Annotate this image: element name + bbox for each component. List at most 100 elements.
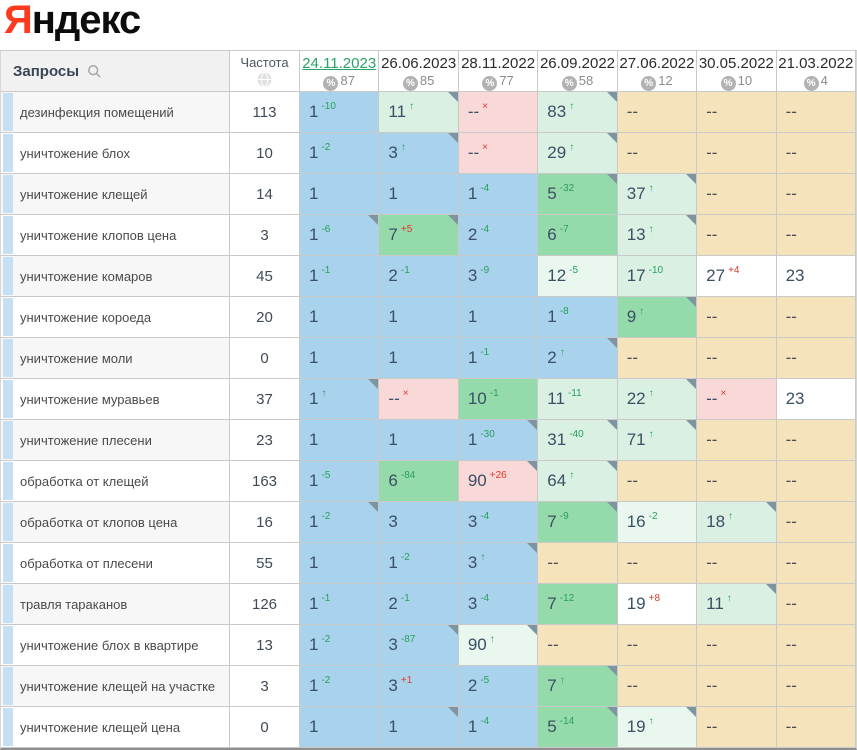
position-cell[interactable]: 13 ↑ xyxy=(617,215,698,256)
position-cell[interactable]: 7 +5 xyxy=(379,215,459,256)
position-cell[interactable]: 10 -1 xyxy=(458,379,539,420)
query-cell[interactable]: уничтожение клещей на участке xyxy=(1,666,230,707)
date-label[interactable]: 26.09.2022 xyxy=(539,55,616,72)
position-cell[interactable]: 5 -14 xyxy=(538,707,618,748)
position-cell[interactable]: 1 -1 xyxy=(458,338,539,379)
queries-header[interactable]: Запросы xyxy=(1,51,230,92)
position-cell[interactable]: 1 -2 xyxy=(300,666,380,707)
query-cell[interactable]: обработка от клещей xyxy=(1,461,230,502)
position-cell[interactable]: 1 xyxy=(379,420,459,461)
position-cell[interactable]: -- xyxy=(697,338,777,379)
position-cell[interactable]: -- xyxy=(776,625,856,666)
position-cell[interactable]: 7 ↑ xyxy=(538,666,618,707)
position-cell[interactable]: 64 ↑ xyxy=(538,461,618,502)
position-cell[interactable]: 19 +8 xyxy=(617,584,698,625)
date-column-header[interactable]: 27.06.2022% 12 xyxy=(617,51,698,92)
position-cell[interactable]: 3 +1 xyxy=(379,666,459,707)
position-cell[interactable]: -- xyxy=(776,461,856,502)
query-cell[interactable]: уничтожение комаров xyxy=(1,256,230,297)
position-cell[interactable]: -- xyxy=(776,92,856,133)
position-cell[interactable]: -- xyxy=(697,543,777,584)
frequency-header[interactable]: Частота xyxy=(230,51,300,92)
date-label[interactable]: 27.06.2022 xyxy=(619,55,695,72)
position-cell[interactable]: 1 -2 xyxy=(300,502,380,543)
position-cell[interactable]: 23 xyxy=(776,256,856,297)
position-cell[interactable]: -- xyxy=(617,133,698,174)
position-cell[interactable]: 19 ↑ xyxy=(617,707,698,748)
position-cell[interactable]: -- xyxy=(697,625,777,666)
position-cell[interactable]: 1 -5 xyxy=(300,461,380,502)
position-cell[interactable]: 18 ↑ xyxy=(697,502,777,543)
position-cell[interactable]: -- xyxy=(776,666,856,707)
position-cell[interactable]: 11 ↑ xyxy=(379,92,459,133)
query-cell[interactable]: уничтожение моли xyxy=(1,338,230,379)
position-cell[interactable]: 1 xyxy=(300,174,380,215)
position-cell[interactable]: 83 ↑ xyxy=(538,92,618,133)
position-cell[interactable]: 23 xyxy=(776,379,856,420)
position-cell[interactable]: 1 xyxy=(379,707,459,748)
position-cell[interactable]: 2 -1 xyxy=(379,256,459,297)
position-cell[interactable]: 1 xyxy=(379,338,459,379)
position-cell[interactable]: -- xyxy=(617,625,698,666)
query-cell[interactable]: уничтожение короеда xyxy=(1,297,230,338)
position-cell[interactable]: -- xyxy=(697,297,777,338)
position-cell[interactable]: -- xyxy=(697,420,777,461)
query-cell[interactable]: уничтожение клещей xyxy=(1,174,230,215)
position-cell[interactable]: 2 -5 xyxy=(458,666,539,707)
position-cell[interactable]: 1 -30 xyxy=(458,420,539,461)
position-cell[interactable]: 1 -8 xyxy=(538,297,618,338)
position-cell[interactable]: 1 xyxy=(300,543,380,584)
date-column-header[interactable]: 26.06.2023% 85 xyxy=(379,51,459,92)
position-cell[interactable]: 12 -5 xyxy=(538,256,618,297)
position-cell[interactable]: 11 ↑ xyxy=(697,584,777,625)
position-cell[interactable]: 29 ↑ xyxy=(538,133,618,174)
position-cell[interactable]: -- × xyxy=(458,133,539,174)
query-cell[interactable]: уничтожение клопов цена xyxy=(1,215,230,256)
position-cell[interactable]: -- xyxy=(617,338,698,379)
date-label[interactable]: 26.06.2023 xyxy=(381,55,457,72)
position-cell[interactable]: 1 xyxy=(300,420,380,461)
position-cell[interactable]: -- × xyxy=(379,379,459,420)
position-cell[interactable]: 1 xyxy=(458,297,539,338)
position-cell[interactable]: 2 -1 xyxy=(379,584,459,625)
query-cell[interactable]: обработка от клопов цена xyxy=(1,502,230,543)
position-cell[interactable]: -- xyxy=(776,297,856,338)
position-cell[interactable]: 11 -11 xyxy=(538,379,618,420)
position-cell[interactable]: -- xyxy=(776,502,856,543)
position-cell[interactable]: -- xyxy=(617,666,698,707)
position-cell[interactable]: 5 -32 xyxy=(538,174,618,215)
query-cell[interactable]: уничтожение плесени xyxy=(1,420,230,461)
date-column-header[interactable]: 26.09.2022% 58 xyxy=(538,51,618,92)
position-cell[interactable]: 6 -7 xyxy=(538,215,618,256)
position-cell[interactable]: -- xyxy=(776,420,856,461)
position-cell[interactable]: 3 -4 xyxy=(458,584,539,625)
query-cell[interactable]: уничтожение муравьев xyxy=(1,379,230,420)
position-cell[interactable]: -- × xyxy=(697,379,777,420)
position-cell[interactable]: 6 -84 xyxy=(379,461,459,502)
position-cell[interactable]: 3 ↑ xyxy=(458,543,539,584)
position-cell[interactable]: 7 -12 xyxy=(538,584,618,625)
query-cell[interactable]: уничтожение блох в квартире xyxy=(1,625,230,666)
position-cell[interactable]: -- xyxy=(697,666,777,707)
yandex-logo[interactable]: Яндекс xyxy=(4,0,141,43)
query-cell[interactable]: обработка от плесени xyxy=(1,543,230,584)
position-cell[interactable]: -- × xyxy=(458,92,539,133)
query-cell[interactable]: уничтожение блох xyxy=(1,133,230,174)
position-cell[interactable]: 3 -4 xyxy=(458,502,539,543)
position-cell[interactable]: 3 ↑ xyxy=(379,133,459,174)
query-cell[interactable]: травля тараканов xyxy=(1,584,230,625)
position-cell[interactable]: 1 -2 xyxy=(300,625,380,666)
position-cell[interactable]: 16 -2 xyxy=(617,502,698,543)
position-cell[interactable]: 1 xyxy=(379,297,459,338)
position-cell[interactable]: 1 xyxy=(300,707,380,748)
position-cell[interactable]: -- xyxy=(538,543,618,584)
position-cell[interactable]: 1 -2 xyxy=(300,133,380,174)
position-cell[interactable]: -- xyxy=(617,92,698,133)
position-cell[interactable]: 1 -6 xyxy=(300,215,380,256)
position-cell[interactable]: -- xyxy=(776,174,856,215)
position-cell[interactable]: 3 xyxy=(379,502,459,543)
position-cell[interactable]: -- xyxy=(776,584,856,625)
date-column-header[interactable]: 24.11.2023% 87 xyxy=(300,51,380,92)
position-cell[interactable]: 90 ↑ xyxy=(458,625,539,666)
position-cell[interactable]: 1 -10 xyxy=(300,92,380,133)
